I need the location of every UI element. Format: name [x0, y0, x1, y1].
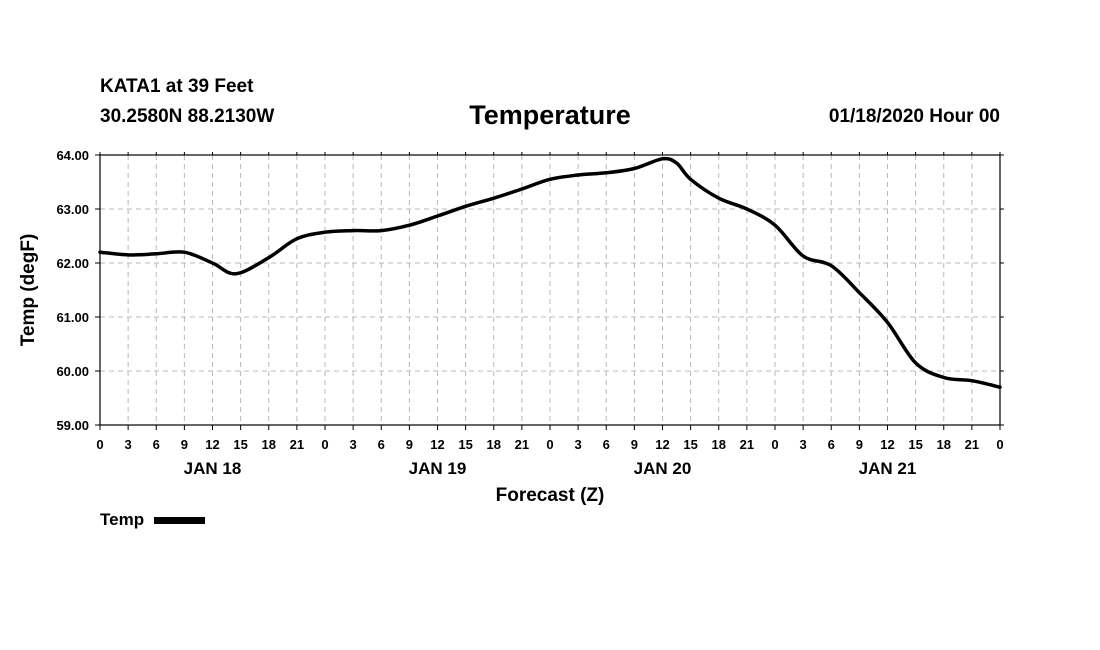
y-tick-label: 63.00 [56, 202, 89, 217]
grid-lines [100, 155, 1000, 425]
x-tick-label: 21 [290, 437, 304, 452]
x-tick-label: 0 [996, 437, 1003, 452]
x-tick-label: 18 [487, 437, 501, 452]
x-tick-label: 21 [515, 437, 529, 452]
x-tick-label: 3 [575, 437, 582, 452]
x-tick-label: 3 [800, 437, 807, 452]
x-tick-label: 9 [631, 437, 638, 452]
x-tick-label: 21 [965, 437, 979, 452]
chart-title: Temperature [469, 100, 631, 130]
legend: Temp [100, 510, 206, 530]
day-label: JAN 20 [634, 459, 692, 478]
x-tick-label: 0 [771, 437, 778, 452]
x-tick-label: 6 [828, 437, 835, 452]
day-label: JAN 21 [859, 459, 917, 478]
legend-line-swatch [154, 516, 206, 524]
x-tick-label: 3 [125, 437, 132, 452]
y-tick-label: 59.00 [56, 418, 89, 433]
x-tick-label: 9 [856, 437, 863, 452]
x-tick-label: 18 [262, 437, 276, 452]
x-tick-label: 0 [96, 437, 103, 452]
day-label: JAN 19 [409, 459, 467, 478]
x-tick-label: 12 [880, 437, 894, 452]
x-tick-label: 18 [937, 437, 951, 452]
station-label: KATA1 at 39 Feet [100, 76, 254, 97]
x-tick-label: 15 [458, 437, 472, 452]
series [98, 156, 1002, 389]
x-tick-label: 3 [350, 437, 357, 452]
axes [95, 152, 1004, 430]
y-tick-label: 62.00 [56, 256, 89, 271]
y-tick-label: 60.00 [56, 364, 89, 379]
x-tick-label: 0 [321, 437, 328, 452]
x-tick-label: 9 [181, 437, 188, 452]
x-tick-label: 9 [406, 437, 413, 452]
x-tick-label: 12 [655, 437, 669, 452]
station-coordinates: 30.2580N 88.2130W [100, 106, 275, 127]
x-tick-label: 18 [712, 437, 726, 452]
x-tick-label: 0 [546, 437, 553, 452]
forecast-run-time: 01/18/2020 Hour 00 [828, 106, 1000, 127]
x-tick-label: 6 [153, 437, 160, 452]
x-tick-label: 15 [683, 437, 697, 452]
y-tick-label: 61.00 [56, 310, 89, 325]
y-tick-label: 64.00 [56, 148, 89, 163]
x-axis-title: Forecast (Z) [496, 485, 605, 506]
x-tick-label: 15 [233, 437, 247, 452]
day-label: JAN 18 [184, 459, 242, 478]
y-axis-title: Temp (degF) [18, 234, 39, 347]
axis-labels: 0 3 6 9 12 15 18 21 0 3 6 9 12 15 18 21 0 3 6 9 12 15 18 21 0 3 6 9… [18, 148, 1004, 506]
series-line-temp [98, 156, 1002, 389]
legend-label: Temp [100, 510, 145, 529]
x-tick-label: 12 [430, 437, 444, 452]
x-tick-label: 15 [908, 437, 922, 452]
x-tick-label: 6 [378, 437, 385, 452]
x-tick-label: 21 [740, 437, 754, 452]
x-tick-label: 12 [205, 437, 219, 452]
x-tick-label: 6 [603, 437, 610, 452]
